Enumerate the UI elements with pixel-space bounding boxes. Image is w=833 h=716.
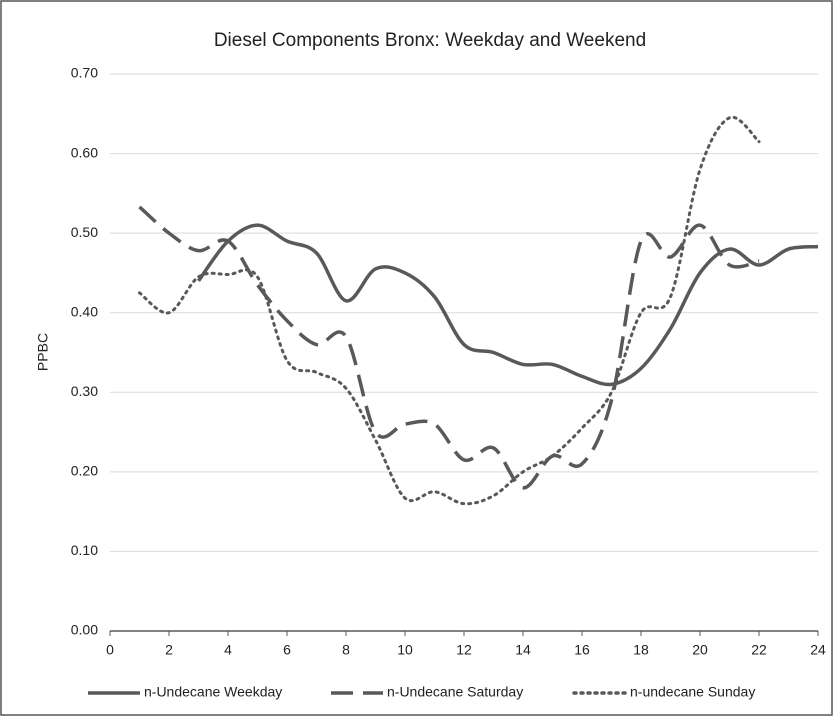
x-tick-label: 20: [692, 642, 708, 658]
series-line: [138, 115, 761, 506]
y-tick-label: 0.30: [71, 383, 98, 399]
x-tick-label: 12: [456, 642, 472, 658]
x-tick-label: 6: [283, 642, 291, 658]
x-tick-label: 24: [810, 642, 826, 658]
x-tick-label: 14: [515, 642, 531, 658]
x-tick-label: 2: [165, 642, 173, 658]
x-tick-label: 16: [574, 642, 590, 658]
y-axis-label: PPBC: [35, 333, 51, 371]
legend-label: n-undecane Sunday: [630, 684, 755, 700]
x-tick-label: 8: [342, 642, 350, 658]
y-tick-label: 0.10: [71, 542, 98, 558]
legend-label: n-Undecane Weekday: [144, 684, 282, 700]
series-line: [197, 223, 819, 387]
x-tick-label: 4: [224, 642, 232, 658]
y-tick-label: 0.00: [71, 622, 98, 638]
y-tick-label: 0.60: [71, 144, 98, 160]
y-tick-label: 0.70: [71, 65, 98, 81]
x-tick-label: 22: [751, 642, 767, 658]
x-tick-label: 18: [633, 642, 649, 658]
x-tick-label: 0: [106, 642, 114, 658]
chart-title: Diesel Components Bronx: Weekday and Wee…: [214, 30, 646, 51]
legend-label: n-Undecane Saturday: [387, 684, 523, 700]
x-tick-label: 10: [397, 642, 413, 658]
y-tick-label: 0.40: [71, 303, 98, 319]
y-tick-label: 0.20: [71, 463, 98, 479]
y-tick-label: 0.50: [71, 224, 98, 240]
